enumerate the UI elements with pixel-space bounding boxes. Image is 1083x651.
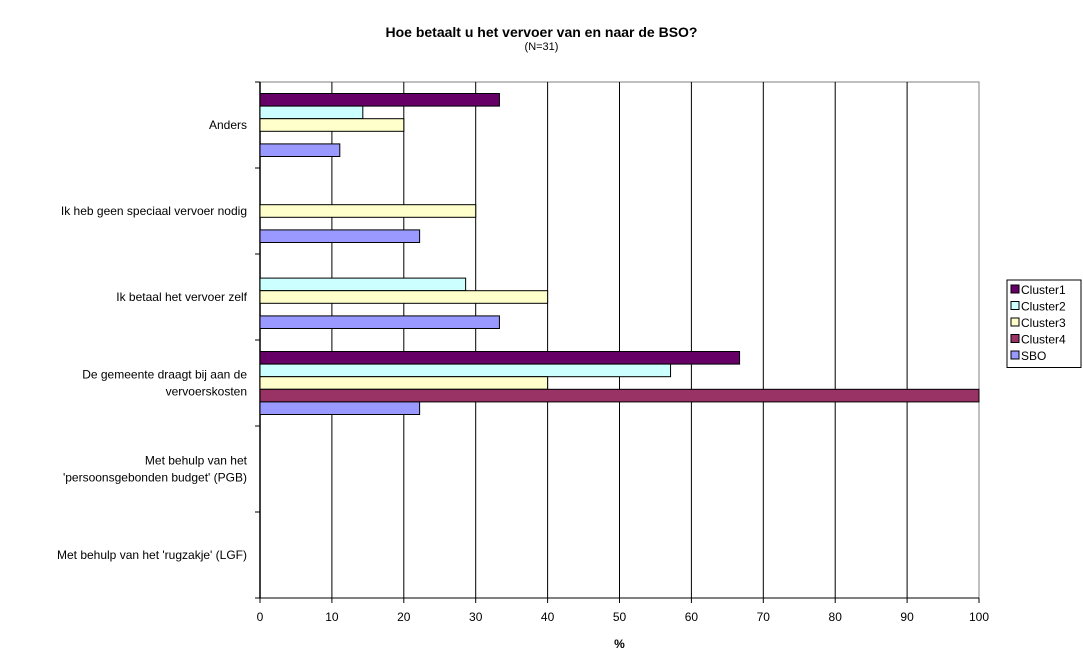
bar-cluster3 (259, 376, 549, 390)
x-tick-label: 30 (469, 610, 483, 624)
category-label-line: Met behulp van het 'rugzakje' (LGF) (57, 548, 247, 562)
x-tick-label: 10 (325, 610, 339, 624)
bar-cluster2 (259, 105, 364, 120)
legend-swatch (1010, 334, 1020, 343)
x-axis-title: % (614, 637, 625, 651)
bar-cluster3 (259, 204, 477, 218)
category-label: Ik heb geen speciaal vervoer nodig (61, 204, 247, 218)
legend-label: Cluster2 (1021, 300, 1066, 314)
category-label-line: De gemeente draagt bij aan de (82, 368, 247, 382)
category-label-line: 'persoonsgebonden budget' (PGB) (63, 471, 247, 485)
legend-label: Cluster3 (1021, 316, 1066, 330)
bar-sbo (259, 401, 421, 415)
category-label: Anders (209, 118, 247, 132)
bar-cluster3 (259, 290, 549, 304)
legend-swatch (1010, 317, 1020, 327)
bar-sbo (259, 315, 500, 329)
category-label: De gemeente draagt bij aan de vervoerskos… (82, 368, 247, 399)
category-label-line: Ik betaal het vervoer zelf (116, 290, 247, 304)
bar-cluster1 (259, 93, 500, 107)
bar-sbo (259, 229, 421, 243)
x-tick-label: 60 (685, 610, 699, 624)
x-tick-label: 90 (900, 610, 914, 624)
legend-swatch (1010, 284, 1020, 294)
legend-label: SBO (1021, 349, 1046, 363)
x-tick-label: 80 (829, 610, 843, 624)
category-label-line: Met behulp van het (145, 454, 248, 468)
x-tick-label: 20 (397, 610, 411, 624)
category-label: Met behulp van het 'rugzakje' (LGF) (57, 548, 247, 562)
bar-cluster1 (259, 351, 741, 365)
legend-swatch (1010, 301, 1020, 310)
chart-title: Hoe betaalt u het vervoer van en naar de… (385, 24, 698, 40)
bar-cluster2 (259, 363, 672, 378)
x-tick-label: 0 (257, 610, 264, 624)
legend-label: Cluster4 (1021, 333, 1066, 347)
chart-subtitle: (N=31) (524, 41, 559, 53)
x-tick-label: 50 (613, 610, 627, 624)
x-tick-label: 100 (969, 610, 989, 624)
x-tick-label: 70 (757, 610, 771, 624)
category-label-line: vervoerskosten (166, 385, 247, 399)
category-label-line: Ik heb geen speciaal vervoer nodig (61, 204, 247, 218)
category-label: Ik betaal het vervoer zelf (116, 290, 247, 304)
bar-sbo (259, 143, 341, 157)
bar-cluster4 (259, 388, 980, 403)
bar-cluster2 (259, 277, 467, 292)
legend-swatch (1010, 350, 1020, 360)
bar-cluster3 (259, 118, 405, 132)
x-tick-label: 40 (541, 610, 555, 624)
legend-label: Cluster1 (1021, 283, 1066, 297)
category-label-line: Anders (209, 118, 247, 132)
category-label: Met behulp van het 'persoonsgebonden budg… (63, 454, 248, 485)
